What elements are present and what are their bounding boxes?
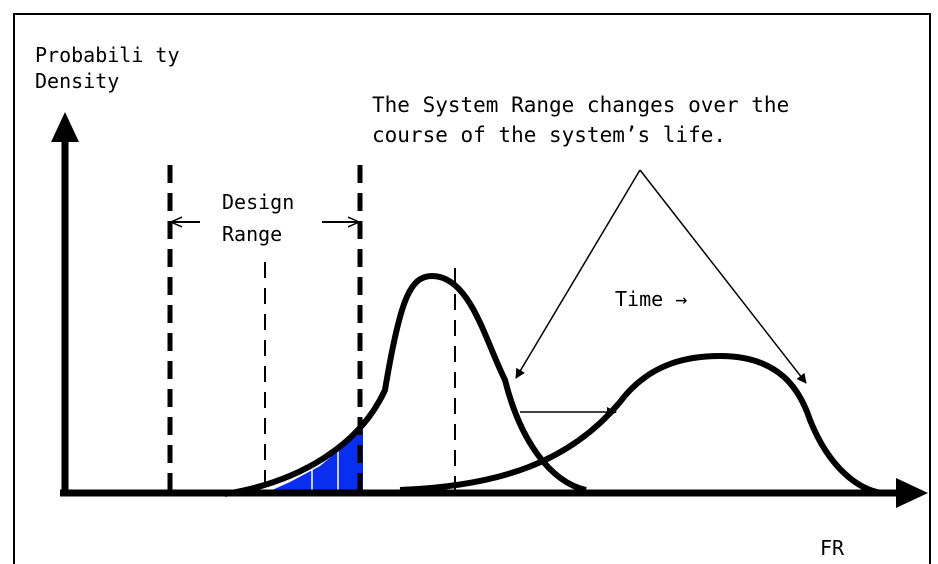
annotation-arrow — [639, 169, 807, 384]
time-label: Time → — [615, 287, 687, 311]
shaded-area — [270, 425, 363, 491]
y-axis-label: Probabili ty — [35, 43, 180, 67]
y-axis-arrowhead — [51, 112, 79, 142]
annotation: The System Range changes over the — [372, 93, 789, 117]
annotation-arrow — [515, 169, 641, 379]
y-axis-label: Density — [35, 69, 119, 93]
system-range-curve — [224, 272, 587, 497]
system-range-curve — [399, 352, 883, 496]
design-range-label: Range — [222, 222, 282, 246]
frame — [13, 13, 931, 564]
x-axis-label: FR — [820, 536, 845, 560]
x-axis-arrowhead — [896, 478, 928, 508]
annotation: course of the system’s life. — [372, 123, 726, 147]
design-range-label: Design — [222, 190, 294, 214]
